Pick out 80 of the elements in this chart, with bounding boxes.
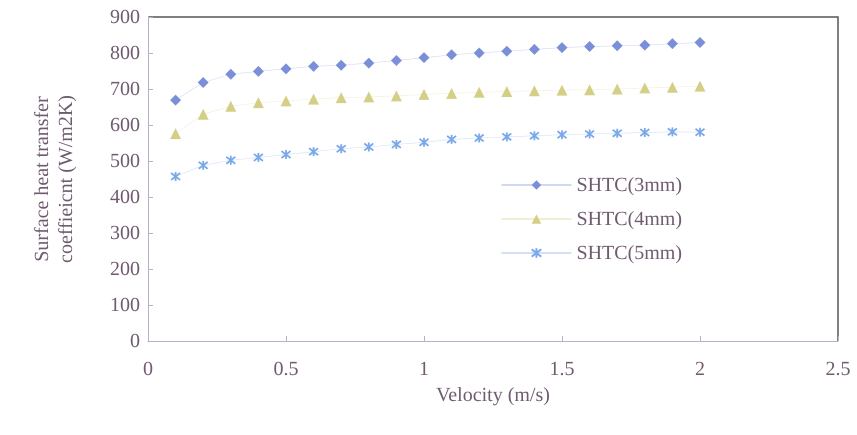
point <box>639 40 650 51</box>
point <box>556 42 568 54</box>
y-tick-label: 100 <box>110 294 140 316</box>
point <box>336 143 347 154</box>
point <box>170 128 182 140</box>
point <box>694 126 706 138</box>
point <box>612 84 623 94</box>
point <box>584 41 596 52</box>
point <box>336 92 347 104</box>
point <box>198 108 209 120</box>
point <box>446 88 458 99</box>
point <box>639 82 650 94</box>
point <box>198 160 209 171</box>
point <box>280 95 292 106</box>
point <box>501 131 512 142</box>
point <box>474 132 485 144</box>
point <box>280 149 292 160</box>
point <box>528 85 540 96</box>
point <box>390 55 402 66</box>
point <box>666 38 678 50</box>
y-tick-label: 500 <box>110 150 140 172</box>
point <box>198 77 209 88</box>
point <box>667 126 678 138</box>
point <box>363 58 374 69</box>
legend-label: SHTC(3mm) <box>576 174 682 196</box>
legend-label: SHTC(4mm) <box>576 208 682 230</box>
point <box>252 66 264 77</box>
point <box>528 44 540 55</box>
point <box>363 91 374 102</box>
point <box>694 37 706 48</box>
point <box>253 152 264 163</box>
point <box>170 94 182 106</box>
point <box>363 142 374 152</box>
point <box>556 129 568 140</box>
point <box>308 146 319 158</box>
x-tick-label: 2 <box>695 358 705 380</box>
point <box>694 80 706 92</box>
x-tick-label: 0.5 <box>274 358 298 380</box>
y-tick-label: 600 <box>110 114 140 136</box>
y-tick-label: 300 <box>110 222 140 244</box>
point <box>418 88 430 100</box>
point <box>666 82 678 93</box>
point <box>390 90 402 102</box>
y-tick-label: 200 <box>110 258 140 280</box>
point <box>584 84 596 96</box>
point <box>446 134 457 145</box>
point <box>308 94 320 105</box>
point <box>336 60 347 71</box>
point <box>529 130 540 142</box>
point <box>446 49 458 60</box>
point <box>170 171 181 182</box>
y-tick-label: 0 <box>130 330 140 352</box>
y-tick-label: 700 <box>110 78 140 100</box>
point <box>252 97 264 108</box>
x-tick-label: 2.5 <box>826 358 850 380</box>
point <box>418 136 430 148</box>
y-axis-title: Surface heat transfer coeffieicnt (W/m2K) <box>31 95 77 263</box>
x-axis-title: Velocity (m/s) <box>436 384 550 406</box>
legend-label: SHTC(5mm) <box>576 242 682 264</box>
point <box>225 68 236 80</box>
point <box>556 84 568 96</box>
point <box>501 46 512 57</box>
point <box>474 86 485 98</box>
point <box>308 60 320 72</box>
point <box>639 127 650 138</box>
point <box>418 52 430 64</box>
point <box>584 128 595 140</box>
x-tick-label: 1.5 <box>550 358 574 380</box>
point <box>391 139 402 150</box>
point <box>612 128 623 139</box>
point <box>474 48 485 58</box>
point <box>225 100 236 112</box>
x-tick-label: 1 <box>419 358 429 380</box>
point <box>501 86 512 98</box>
point <box>280 63 292 74</box>
y-tick-label: 400 <box>110 186 140 208</box>
point <box>225 154 236 166</box>
point <box>612 40 623 52</box>
y-tick-label: 900 <box>110 6 140 28</box>
y-tick-label: 800 <box>110 42 140 64</box>
